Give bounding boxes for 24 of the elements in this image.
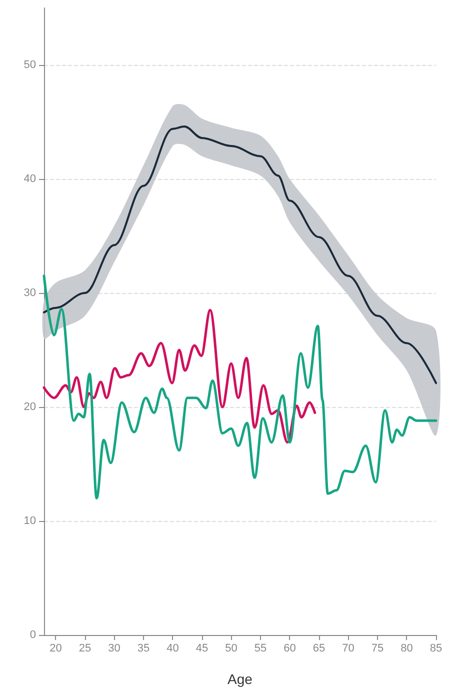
x-tick-label: 70 (342, 642, 354, 654)
x-tick-label: 50 (225, 642, 238, 654)
y-tick-label: 20 (24, 401, 36, 413)
x-tick-label: 65 (312, 642, 326, 654)
x-tick-label: 45 (196, 642, 208, 654)
x-tick-label: 80 (400, 642, 413, 654)
x-axis-title: Age (228, 671, 253, 687)
x-tick-label: 20 (50, 642, 62, 654)
x-tick-label: 30 (108, 642, 120, 654)
x-tick-label: 55 (254, 642, 267, 654)
x-tick-label: 25 (78, 642, 92, 654)
y-tick-label: 30 (24, 287, 36, 299)
x-tick-label: 35 (137, 642, 150, 654)
x-tick-label: 85 (430, 642, 442, 654)
y-tick-label: 40 (24, 173, 36, 185)
y-tick-label: 0 (30, 629, 36, 641)
line-series (42, 274, 438, 500)
y-tick-label: 50 (24, 59, 36, 71)
x-tick-label: 75 (371, 642, 384, 654)
line-series (42, 308, 316, 444)
y-tick-label: 10 (24, 515, 36, 527)
x-tick-label: 40 (166, 642, 179, 654)
line-series (43, 126, 437, 384)
x-tick-label: 60 (284, 642, 296, 654)
